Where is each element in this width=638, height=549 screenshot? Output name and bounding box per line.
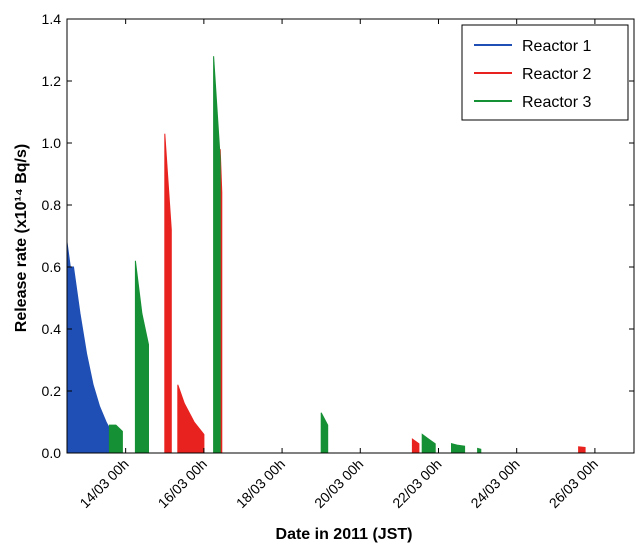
x-tick-label: 14/03 00h <box>76 456 131 511</box>
area-reactor-2-1 <box>164 133 172 454</box>
y-tick-label: 0.2 <box>42 383 62 399</box>
area-reactor-3-1 <box>108 424 123 454</box>
area-reactor-3-7 <box>477 447 482 454</box>
x-axis-title: Date in 2011 (JST) <box>276 526 413 543</box>
y-axis-title: Release rate (x10¹⁴ Bq/s) <box>13 144 30 332</box>
area-reactor-2-4 <box>411 438 420 454</box>
legend-label: Reactor 2 <box>522 66 591 83</box>
y-tick-label: 1.0 <box>42 135 62 151</box>
legend-label: Reactor 1 <box>522 38 591 55</box>
area-reactor-3-4 <box>320 412 329 454</box>
area-reactor-3-3 <box>213 56 221 454</box>
area-reactor-2-5 <box>578 446 586 454</box>
area-reactor-3-6 <box>451 443 466 454</box>
x-tick-label: 20/03 00h <box>311 456 366 511</box>
area-reactor-3-2 <box>134 260 149 454</box>
y-tick-label: 1.2 <box>42 73 62 89</box>
plot-frame <box>66 18 635 454</box>
x-tick-label: 18/03 00h <box>233 456 288 511</box>
y-tick-label: 0.0 <box>42 445 62 461</box>
x-tick-label: 22/03 00h <box>389 456 444 511</box>
y-tick-label: 0.4 <box>42 321 62 337</box>
legend: Reactor 1 Reactor 2 Reactor 3 <box>461 24 629 121</box>
x-tick-label: 26/03 00h <box>546 456 601 511</box>
x-tick-label: 24/03 00h <box>467 456 522 511</box>
series-areas <box>66 56 586 454</box>
area-reactor-2-2 <box>177 384 205 454</box>
legend-label: Reactor 3 <box>522 94 591 111</box>
x-tick-label: 16/03 00h <box>155 456 210 511</box>
y-tick-label: 1.4 <box>42 11 62 27</box>
area-reactor-1-1 <box>66 242 110 454</box>
y-tick-label: 0.6 <box>42 259 62 275</box>
area-reactor-3-5 <box>421 433 436 454</box>
y-tick-label: 0.8 <box>42 197 62 213</box>
y-axis: 0.0 0.2 0.4 0.6 0.8 1.0 1.2 1.4 <box>42 11 634 461</box>
